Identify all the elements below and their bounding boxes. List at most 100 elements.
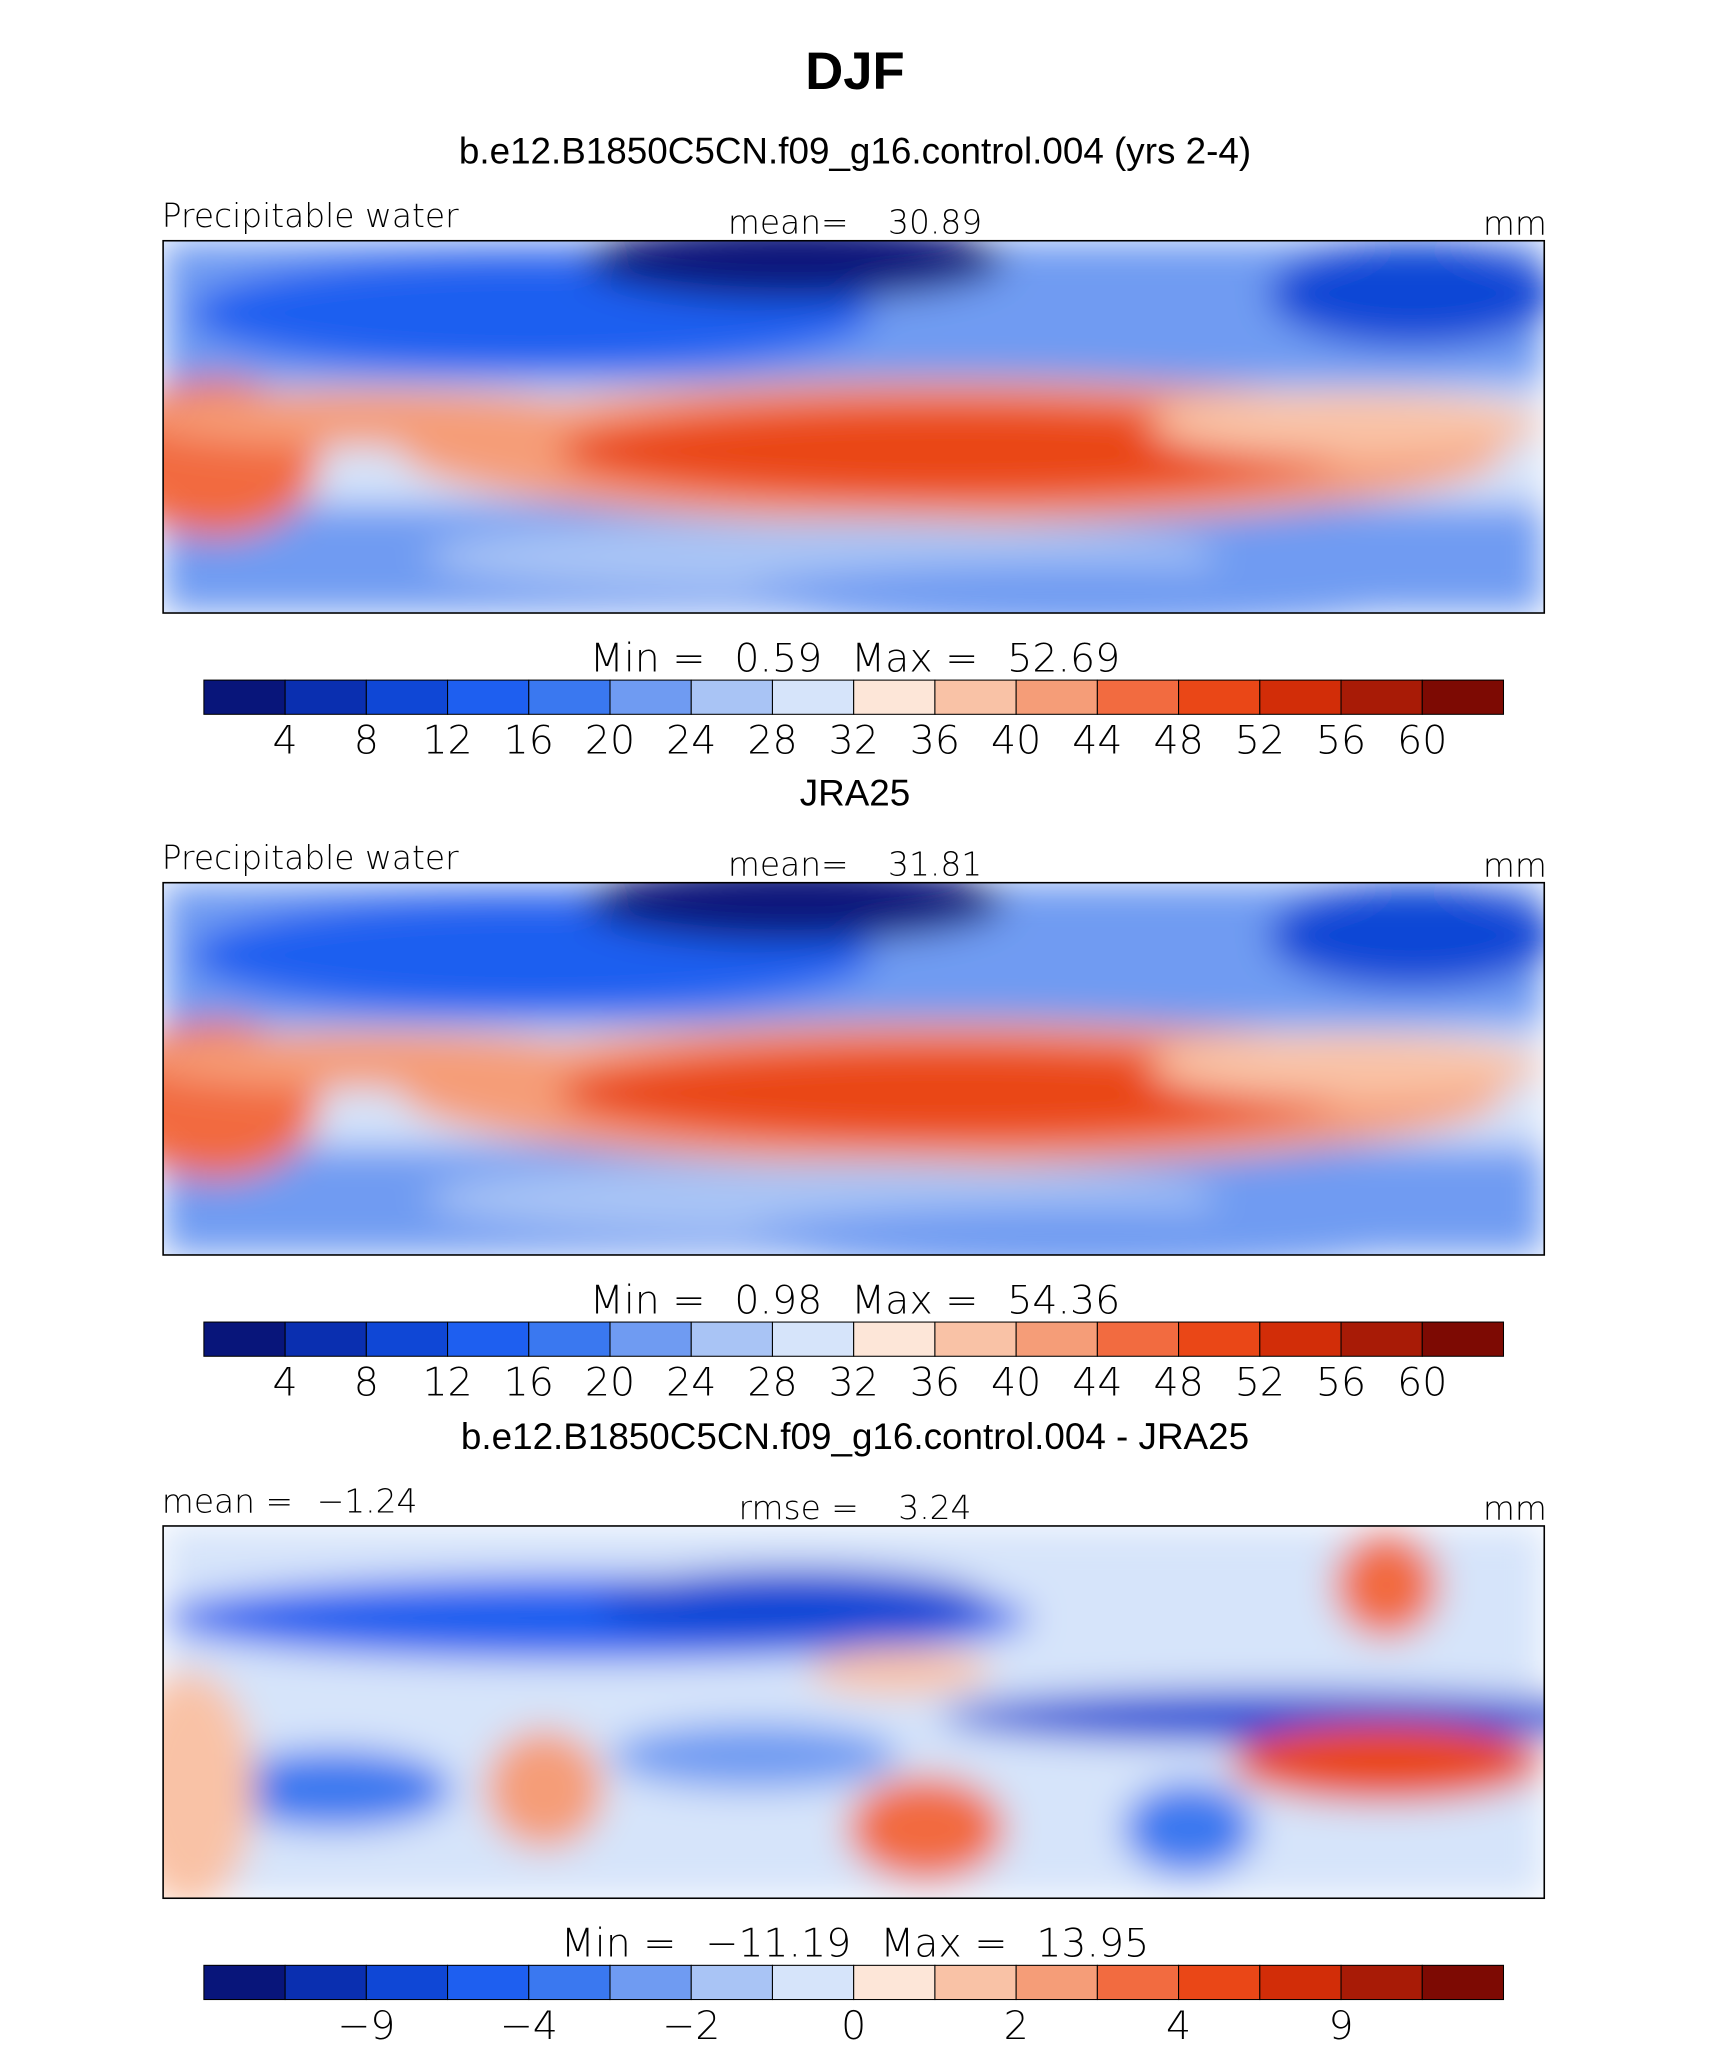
units-label: mm: [1483, 203, 1547, 242]
colorbar-label: 32: [829, 718, 879, 764]
left-label: Precipitable water: [162, 838, 459, 877]
colorbar-label: 60: [1397, 1360, 1447, 1406]
left-label: mean = −1.24: [162, 1481, 418, 1520]
colorbar-box: [934, 1964, 1017, 2001]
panel: b.e12.B1850C5CN.f09_g16.control.004 - JR…: [162, 1416, 1547, 2049]
colorbar-box: [1259, 1964, 1342, 2001]
text-piece: mean=: [728, 202, 849, 241]
colorbar-box: [609, 1321, 692, 1357]
colorbar-box: [1096, 679, 1180, 715]
stats-label: Min = 0.98 Max = 54.36: [590, 1277, 1120, 1323]
colorbar-box: [934, 1321, 1017, 1357]
colorbar-label: 8: [354, 718, 379, 764]
colorbar-box: [771, 1964, 855, 2001]
text-piece: 52.69: [1007, 635, 1120, 681]
text-piece: rmse =: [739, 1487, 859, 1526]
panel-title: JRA25: [800, 773, 911, 814]
panel-title: b.e12.B1850C5CN.f09_g16.control.004 (yrs…: [459, 131, 1251, 172]
colorbar-box: [853, 1321, 936, 1357]
colorbar-box: [284, 1964, 367, 2001]
colorbar-box: [1096, 1321, 1180, 1357]
colorbar-box: [771, 679, 855, 715]
text-piece: 3.24: [898, 1487, 971, 1526]
colorbar-label: 2: [1004, 2003, 1029, 2049]
colorbar-label: 48: [1153, 1360, 1203, 1406]
colorbar-label: 12: [422, 718, 472, 764]
colorbar-box: [690, 1964, 773, 2001]
contour-field: [163, 240, 1545, 614]
text-piece: Max =: [880, 1920, 1007, 1966]
colorbar-box: [771, 1321, 855, 1357]
colorbar-label: 9: [1328, 2003, 1353, 2049]
panel: b.e12.B1850C5CN.f09_g16.control.004 (yrs…: [162, 131, 1547, 764]
colorbar-box: [609, 679, 692, 715]
colorbar-box: [447, 1964, 530, 2001]
colorbar-box: [1421, 1321, 1505, 1357]
text-piece: 30.89: [888, 202, 982, 241]
colorbar-box: [1340, 1321, 1423, 1357]
colorbar-box: [934, 679, 1017, 715]
colorbar-label: 36: [910, 1360, 960, 1406]
colorbar-box: [447, 679, 530, 715]
colorbar-box: [1421, 679, 1505, 715]
map-frame: [162, 1525, 1546, 1900]
colorbar-box: [1340, 679, 1423, 715]
colorbar-label: −9: [337, 2003, 395, 2049]
text-piece: −11.19: [705, 1920, 851, 1966]
colorbar-label: 8: [354, 1360, 379, 1406]
colorbar-box: [365, 679, 449, 715]
colorbar-label: 32: [829, 1360, 879, 1406]
colorbar-label: 28: [747, 1360, 797, 1406]
colorbar-label: 4: [273, 718, 298, 764]
colorbar-label: 60: [1397, 718, 1447, 764]
colorbar-label: 52: [1235, 1360, 1285, 1406]
text-piece: Min =: [590, 1277, 706, 1323]
colorbar-box: [1340, 1964, 1423, 2001]
colorbar-box: [1421, 1964, 1505, 2001]
text-piece: 0.98: [734, 1277, 822, 1323]
units-label: mm: [1483, 845, 1547, 884]
colorbar-box: [203, 1321, 286, 1357]
colorbar-label: 20: [585, 718, 635, 764]
map: [163, 882, 1545, 1255]
colorbar-label: 4: [273, 1360, 298, 1406]
text-piece: Max =: [851, 635, 978, 681]
center-label: rmse = 3.24: [739, 1487, 972, 1526]
colorbar-box: [853, 679, 936, 715]
colorbar-box: [1259, 1321, 1342, 1357]
panel-title: b.e12.B1850C5CN.f09_g16.control.004 - JR…: [461, 1416, 1249, 1457]
colorbar-label: 40: [991, 1360, 1041, 1406]
map-frame: [162, 239, 1546, 614]
colorbar-box: [853, 1964, 936, 2001]
contour-field: [163, 882, 1545, 1255]
contour-field: [163, 1525, 1545, 1899]
text-piece: 0.59: [734, 635, 822, 681]
center-label: mean= 31.81: [728, 844, 982, 883]
colorbar-label: 4: [1166, 2003, 1191, 2049]
panel: JRA25 Precipitable water mean= 31.81 mm Min =…: [162, 773, 1547, 1406]
colorbar-label: 56: [1316, 1360, 1366, 1406]
stats-label: Min = 0.59 Max = 52.69: [590, 635, 1120, 681]
colorbar-box: [609, 1964, 692, 2001]
stats-label: Min = −11.19 Max = 13.95: [561, 1920, 1150, 1966]
colorbar-box: [1015, 1321, 1098, 1357]
map-frame: [162, 881, 1546, 1256]
colorbar-label: 44: [1072, 1360, 1122, 1406]
text-piece: Min =: [590, 635, 706, 681]
colorbar-box: [528, 1321, 611, 1357]
text-piece: Precipitable water: [162, 838, 459, 877]
colorbar-label: 12: [422, 1360, 472, 1406]
colorbar-label: 40: [991, 718, 1041, 764]
figure-title: DJF: [805, 42, 904, 101]
left-label: Precipitable water: [162, 196, 459, 235]
center-label: mean= 30.89: [728, 202, 982, 241]
colorbar-box: [1015, 679, 1098, 715]
units-label: mm: [1483, 1489, 1547, 1528]
colorbar-box: [1178, 1321, 1261, 1357]
colorbar-label: 28: [747, 718, 797, 764]
map: [163, 240, 1545, 614]
colorbar-box: [365, 1321, 449, 1357]
text-piece: 31.81: [888, 844, 982, 883]
colorbar-box: [284, 1321, 367, 1357]
colorbar-box: [690, 1321, 773, 1357]
